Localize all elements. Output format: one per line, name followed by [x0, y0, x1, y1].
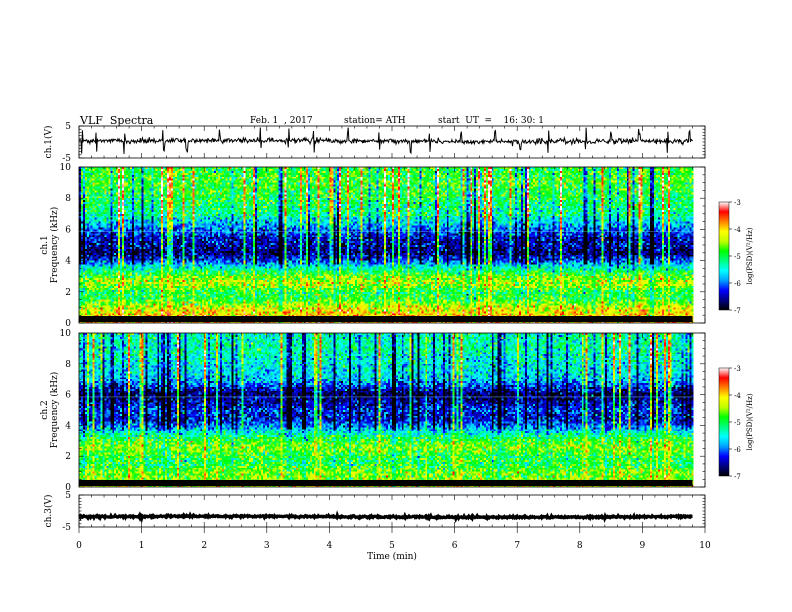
- x-tick-label: 1: [139, 541, 145, 551]
- y-tick-label: 8: [65, 194, 71, 204]
- y-tick-label: -5: [62, 523, 71, 533]
- y-axis-frequency-label: Frequency (kHz): [49, 207, 60, 284]
- colorbar-label: log(PSD)(V²/Hz): [746, 227, 754, 284]
- x-tick-label: 5: [389, 541, 395, 551]
- y-axis-channel-label: ch.1: [40, 235, 50, 254]
- colorbar-2: [718, 367, 730, 477]
- y-axis-label: ch.1(V): [43, 126, 54, 159]
- x-tick-label: 7: [514, 541, 520, 551]
- y-tick-label: 4: [65, 421, 71, 431]
- x-tick-label: 2: [201, 541, 207, 551]
- y-tick-label: 4: [65, 257, 71, 267]
- colorbar-tick-label: -3: [734, 199, 741, 207]
- colorbar-tick-label: -4: [734, 392, 741, 400]
- y-tick-label: 10: [60, 329, 72, 339]
- y-tick-label: -5: [62, 154, 71, 164]
- x-tick-label: 0: [76, 541, 82, 551]
- y-tick-label: 5: [65, 122, 71, 132]
- low-freq-strip: [79, 316, 693, 322]
- y-tick-label: 0: [65, 483, 71, 493]
- colorbar-tick-label: -6: [734, 446, 741, 454]
- spectrogram-image-1: [79, 167, 705, 323]
- start-time-label: start UT = 16: 30: 1: [438, 116, 544, 126]
- waveform-line-0: [78, 127, 693, 155]
- y-tick-label: 6: [65, 391, 71, 401]
- colorbar-tick-label: -7: [734, 473, 741, 481]
- y-tick-label: 6: [65, 225, 71, 235]
- y-tick-label: 0: [65, 319, 71, 329]
- spectrogram-image-2: [79, 333, 705, 487]
- x-tick-label: 6: [452, 541, 458, 551]
- x-tick-label: 9: [640, 541, 646, 551]
- colorbar-1: [718, 201, 730, 311]
- colorbar-label: log(PSD)(V²/Hz): [746, 393, 754, 450]
- spectrogram-images: [79, 167, 705, 487]
- date-label: Feb. 1 , 2017: [250, 116, 313, 126]
- colorbar-tick-label: -5: [734, 419, 741, 427]
- colorbar-tick-label: -3: [734, 365, 741, 373]
- y-axis-channel-label: ch.2: [40, 400, 50, 419]
- y-tick-label: 10: [60, 163, 72, 173]
- x-tick-label: 10: [699, 541, 711, 551]
- y-tick-label: 8: [65, 360, 71, 370]
- y-tick-label: 5: [65, 491, 71, 501]
- x-axis-label: Time (min): [367, 551, 417, 562]
- colorbar-tick-label: -6: [734, 280, 741, 288]
- colorbar-tick-label: -7: [734, 307, 741, 315]
- x-tick-label: 4: [327, 541, 333, 551]
- y-tick-label: 2: [65, 452, 71, 462]
- y-axis-label: ch.3(V): [43, 495, 54, 528]
- y-tick-label: 2: [65, 288, 71, 298]
- low-freq-strip: [79, 480, 693, 486]
- figure-title: VLF Spectra: [80, 114, 154, 127]
- x-tick-label: 3: [264, 541, 270, 551]
- colorbar-tick-label: -5: [734, 253, 741, 261]
- station-label: station= ATH: [344, 116, 406, 126]
- colorbar-tick-label: -4: [734, 226, 741, 234]
- waveform-line-3: [78, 510, 693, 524]
- y-axis-frequency-label: Frequency (kHz): [49, 372, 60, 449]
- x-tick-label: 8: [577, 541, 583, 551]
